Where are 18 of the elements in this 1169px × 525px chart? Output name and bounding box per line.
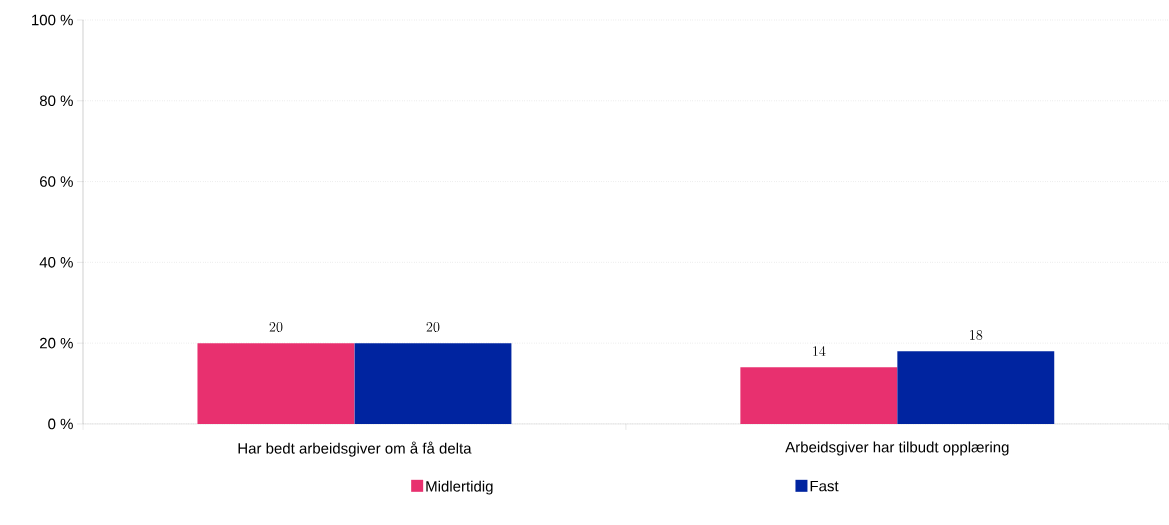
- y-tick-label: 100 %: [32, 14, 73, 26]
- data-label: 20: [269, 322, 283, 332]
- y-tick-label: 20 %: [40, 337, 73, 349]
- data-label: 18: [970, 330, 983, 341]
- x-tick-label: Arbeidsgiver har tilbudt opplæring: [785, 441, 1009, 456]
- bar: [354, 343, 512, 424]
- bar: [740, 367, 898, 424]
- x-tick-label: Har bedt arbeidsgiver om å få delta: [238, 441, 472, 457]
- y-tick-label: 0 %: [48, 418, 73, 430]
- legend-label: Fast: [810, 480, 839, 492]
- bar: [897, 351, 1055, 424]
- y-tick-label: 80 %: [39, 95, 73, 107]
- bar: [197, 343, 355, 424]
- y-tick-label: 40 %: [39, 257, 73, 268]
- data-label: 20: [426, 322, 440, 332]
- y-tick-label: 60 %: [40, 176, 73, 187]
- data-label: 14: [813, 346, 826, 356]
- legend-label: Midlertidig: [426, 480, 493, 495]
